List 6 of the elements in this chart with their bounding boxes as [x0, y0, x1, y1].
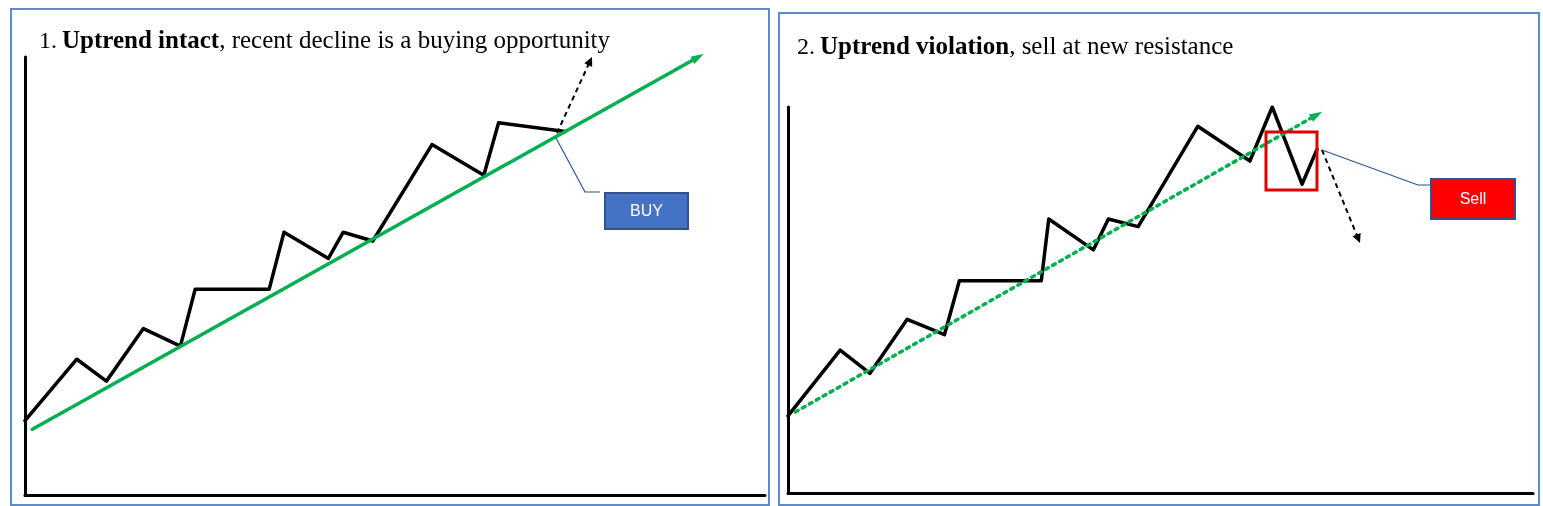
label-box: BUY — [604, 192, 689, 230]
annotation: Sell — [1459, 190, 1487, 208]
label-box: Sell — [1430, 178, 1516, 220]
chart-title: 1. Uptrend intact, recent decline is a buying opportunity — [39, 26, 611, 53]
chart-title: 2. Uptrend violation, sell at new resistance — [797, 32, 1234, 59]
annotation: BUY — [630, 202, 663, 220]
